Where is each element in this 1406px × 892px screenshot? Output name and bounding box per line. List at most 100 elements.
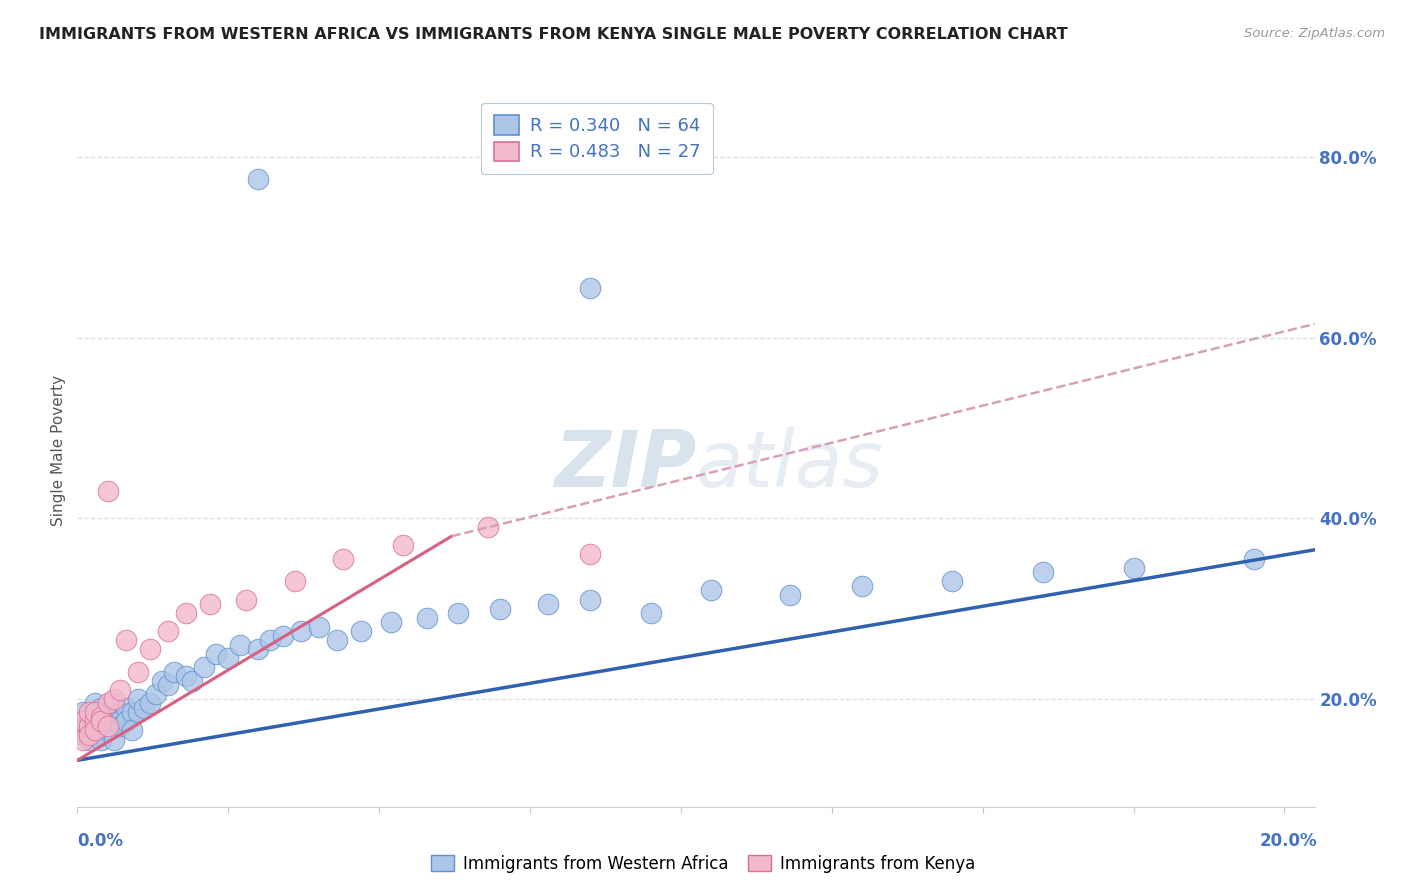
Point: [156, 624, 179, 639]
Point: [72, 714, 94, 729]
Point: [477, 520, 499, 534]
Point: [127, 706, 149, 720]
Point: [84, 728, 107, 742]
Point: [121, 723, 143, 738]
Point: [108, 719, 131, 733]
Point: [217, 651, 239, 665]
Point: [181, 673, 204, 688]
Point: [579, 547, 602, 561]
Point: [139, 642, 162, 657]
Point: [79, 728, 101, 742]
Point: [229, 638, 252, 652]
Point: [72, 728, 94, 742]
Point: [108, 714, 131, 729]
Point: [416, 610, 439, 624]
Point: [392, 538, 415, 552]
Point: [114, 701, 136, 715]
Point: [1243, 552, 1265, 566]
Point: [103, 691, 125, 706]
Legend: Immigrants from Western Africa, Immigrants from Kenya: Immigrants from Western Africa, Immigran…: [425, 848, 981, 880]
Text: Source: ZipAtlas.com: Source: ZipAtlas.com: [1244, 27, 1385, 40]
Point: [72, 732, 94, 747]
Point: [380, 615, 402, 629]
Point: [284, 574, 307, 589]
Point: [579, 281, 602, 295]
Point: [90, 701, 112, 715]
Point: [90, 710, 112, 724]
Point: [332, 552, 354, 566]
Point: [79, 723, 101, 738]
Point: [79, 706, 101, 720]
Point: [640, 606, 662, 620]
Point: [84, 706, 107, 720]
Point: [84, 706, 107, 720]
Point: [156, 678, 179, 692]
Y-axis label: Single Male Poverty: Single Male Poverty: [51, 375, 66, 526]
Point: [174, 669, 197, 683]
Point: [127, 691, 149, 706]
Text: IMMIGRANTS FROM WESTERN AFRICA VS IMMIGRANTS FROM KENYA SINGLE MALE POVERTY CORR: IMMIGRANTS FROM WESTERN AFRICA VS IMMIGR…: [39, 27, 1069, 42]
Point: [579, 592, 602, 607]
Point: [700, 583, 723, 598]
Point: [96, 723, 118, 738]
Point: [537, 597, 560, 611]
Point: [114, 714, 136, 729]
Point: [79, 732, 101, 747]
Point: [79, 710, 101, 724]
Point: [446, 606, 468, 620]
Point: [90, 714, 112, 729]
Point: [84, 714, 107, 729]
Point: [84, 697, 107, 711]
Point: [308, 619, 330, 633]
Point: [96, 714, 118, 729]
Point: [198, 597, 221, 611]
Text: 20.0%: 20.0%: [1260, 831, 1317, 849]
Point: [150, 673, 173, 688]
Point: [96, 484, 118, 499]
Point: [103, 732, 125, 747]
Point: [72, 723, 94, 738]
Text: ZIP: ZIP: [554, 426, 696, 503]
Point: [103, 710, 125, 724]
Point: [193, 660, 215, 674]
Point: [108, 682, 131, 697]
Point: [174, 606, 197, 620]
Point: [127, 665, 149, 679]
Point: [350, 624, 373, 639]
Point: [84, 723, 107, 738]
Point: [79, 719, 101, 733]
Point: [96, 697, 118, 711]
Point: [121, 706, 143, 720]
Point: [779, 588, 801, 602]
Point: [90, 710, 112, 724]
Point: [205, 647, 228, 661]
Point: [326, 633, 349, 648]
Point: [90, 732, 112, 747]
Text: atlas: atlas: [696, 426, 884, 503]
Point: [1032, 566, 1054, 580]
Point: [488, 601, 510, 615]
Point: [96, 719, 118, 733]
Point: [72, 714, 94, 729]
Point: [247, 642, 270, 657]
Point: [290, 624, 312, 639]
Point: [108, 706, 131, 720]
Point: [235, 592, 257, 607]
Text: 0.0%: 0.0%: [77, 831, 124, 849]
Point: [1122, 561, 1144, 575]
Point: [96, 719, 118, 733]
Point: [72, 706, 94, 720]
Point: [132, 701, 155, 715]
Legend: R = 0.340   N = 64, R = 0.483   N = 27: R = 0.340 N = 64, R = 0.483 N = 27: [481, 103, 713, 174]
Point: [90, 723, 112, 738]
Point: [851, 579, 873, 593]
Point: [941, 574, 963, 589]
Point: [259, 633, 281, 648]
Point: [271, 629, 294, 643]
Point: [145, 687, 167, 701]
Point: [103, 697, 125, 711]
Point: [96, 706, 118, 720]
Point: [114, 633, 136, 648]
Point: [247, 172, 270, 186]
Point: [139, 697, 162, 711]
